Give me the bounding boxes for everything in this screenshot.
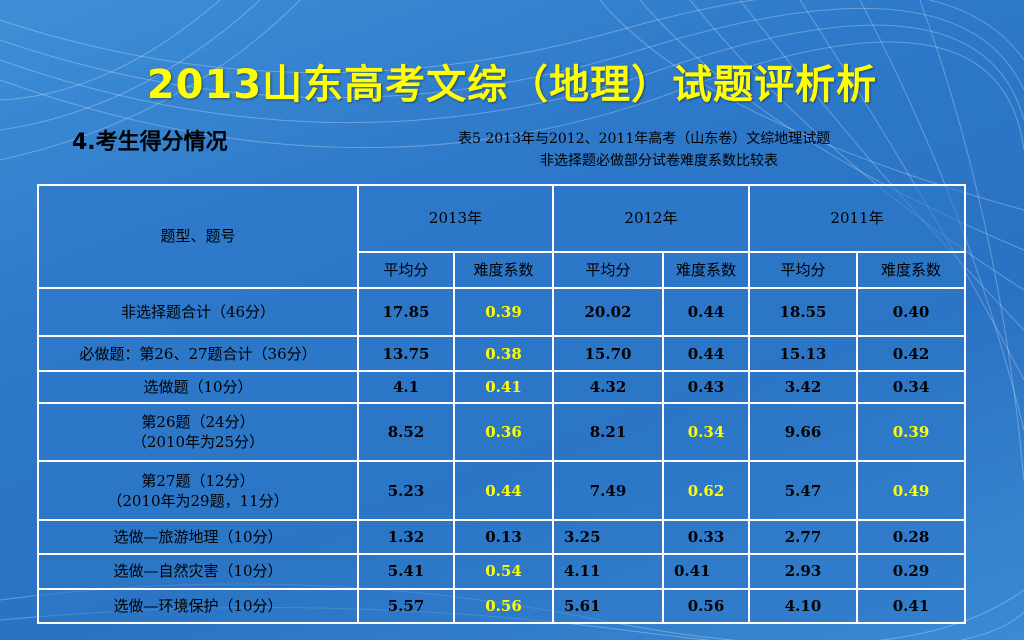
section-heading: 4.考生得分情况: [72, 130, 228, 155]
row-label-line1: 选做—环境保护（10分）: [113, 596, 283, 615]
difficulty-cell: 0.33: [662, 519, 750, 556]
avg-score-cell: 5.47: [748, 460, 858, 522]
difficulty-cell: 0.56: [453, 587, 554, 625]
avg-score-cell: 5.61: [552, 587, 664, 625]
avg-score-cell: 7.49: [552, 460, 664, 522]
avg-score-cell: 4.32: [552, 369, 664, 404]
table-row: 选做题（10分） 4.1 0.41 4.32 0.43 3.42 0.34: [37, 369, 966, 404]
difficulty-cell: 0.34: [662, 401, 750, 463]
difficulty-cell: 0.54: [453, 553, 554, 590]
difficulty-cell: 0.42: [856, 335, 966, 372]
row-label-line1: 选做—自然灾害（10分）: [113, 562, 283, 581]
avg-score-cell: 4.10: [748, 587, 858, 625]
difficulty-cell: 0.13: [453, 519, 554, 556]
avg-score-cell: 15.13: [748, 335, 858, 372]
corner-header: 题型、题号: [37, 184, 359, 289]
avg-score-cell: 5.23: [357, 460, 455, 522]
avg-score-cell: 13.75: [357, 335, 455, 372]
difficulty-cell: 0.43: [662, 369, 750, 404]
difficulty-cell: 0.56: [662, 587, 750, 625]
sub-header-avg: 平均分: [357, 250, 455, 289]
table-row: 第27题（12分） （2010年为29题，11分） 5.23 0.44 7.49 0.62…: [37, 460, 966, 522]
sub-header-row: 平均分 难度系数 平均分 难度系数 平均分 难度系数: [38, 250, 966, 289]
difficulty-cell: 0.44: [662, 335, 750, 372]
difficulty-comparison-table: 题型、题号 2013年 2012年 2011年 平均分 难度系数 平均分 难度系…: [37, 184, 966, 625]
difficulty-cell: 0.39: [453, 286, 554, 338]
caption-line-2: 非选择题必做部分试卷难度系数比较表: [540, 153, 778, 169]
year-header-2013: 2013年: [357, 184, 554, 253]
avg-score-cell: 1.32: [357, 519, 455, 556]
year-header-2011: 2011年: [748, 184, 966, 253]
difficulty-cell: 0.39: [856, 401, 966, 463]
difficulty-cell: 0.49: [856, 460, 966, 522]
row-label-line1: 选做—旅游地理（10分）: [113, 528, 283, 547]
difficulty-cell: 0.62: [662, 460, 750, 522]
avg-score-cell: 8.21: [552, 401, 664, 463]
difficulty-cell: 0.36: [453, 401, 554, 463]
row-label: 非选择题合计（46分）: [37, 286, 359, 338]
table-row: 非选择题合计（46分） 17.85 0.39 20.02 0.44 18.55 0.40: [37, 286, 966, 338]
table-row: 选做—旅游地理（10分） 1.32 0.13 3.25 0.33 2.77 0.28: [37, 519, 966, 556]
difficulty-cell: 0.38: [453, 335, 554, 372]
row-label: 第26题（24分） （2010年为25分）: [37, 401, 359, 463]
sub-header-avg: 平均分: [552, 250, 664, 289]
avg-score-cell: 18.55: [748, 286, 858, 338]
table-caption: 表5 2013年与2012、2011年高考（山东卷）文综地理试题 非选择题必做部…: [440, 128, 980, 172]
avg-score-cell: 17.85: [357, 286, 455, 338]
row-label: 选做题（10分）: [37, 369, 359, 404]
avg-score-cell: 3.42: [748, 369, 858, 404]
table-row: 选做—自然灾害（10分） 5.41 0.54 4.11 0.41 2.93 0.29: [37, 553, 966, 590]
avg-score-cell: 5.57: [357, 587, 455, 625]
row-label: 第27题（12分） （2010年为29题，11分）: [37, 460, 359, 522]
difficulty-cell: 0.41: [453, 369, 554, 404]
difficulty-cell: 0.41: [856, 587, 966, 625]
avg-score-cell: 2.93: [748, 553, 858, 590]
row-label-line1: 必做题：第26、27题合计（36分）: [79, 344, 317, 363]
table-row: 必做题：第26、27题合计（36分） 13.75 0.38 15.70 0.44 15.1…: [37, 335, 966, 372]
sub-header-difficulty: 难度系数: [662, 250, 750, 289]
difficulty-cell: 0.34: [856, 369, 966, 404]
avg-score-cell: 2.77: [748, 519, 858, 556]
difficulty-cell: 0.29: [856, 553, 966, 590]
difficulty-cell: 0.28: [856, 519, 966, 556]
avg-score-cell: 8.52: [357, 401, 455, 463]
avg-score-cell: 20.02: [552, 286, 664, 338]
avg-score-cell: 15.70: [552, 335, 664, 372]
row-label-line2: （2010年为29题，11分）: [107, 491, 289, 510]
table-row: 选做—环境保护（10分） 5.57 0.56 5.61 0.56 4.10 0.41: [37, 587, 966, 625]
difficulty-cell: 0.41: [662, 553, 750, 590]
sub-header-avg: 平均分: [748, 250, 858, 289]
row-label-line1: 第26题（24分）: [141, 413, 255, 432]
row-label-line1: 选做题（10分）: [143, 377, 253, 396]
avg-score-cell: 5.41: [357, 553, 455, 590]
row-label: 必做题：第26、27题合计（36分）: [37, 335, 359, 372]
row-label: 选做—环境保护（10分）: [37, 587, 359, 625]
row-label-line2: （2010年为25分）: [131, 433, 265, 452]
difficulty-cell: 0.40: [856, 286, 966, 338]
sub-header-difficulty: 难度系数: [453, 250, 554, 289]
row-label-line1: 第27题（12分）: [141, 471, 255, 490]
caption-line-1: 表5 2013年与2012、2011年高考（山东卷）文综地理试题: [458, 131, 831, 147]
table-row: 第26题（24分） （2010年为25分） 8.52 0.36 8.21 0.34 9.66…: [37, 401, 966, 463]
row-label-line1: 非选择题合计（46分）: [120, 303, 276, 322]
difficulty-cell: 0.44: [453, 460, 554, 522]
avg-score-cell: 4.11: [552, 553, 664, 590]
sub-header-difficulty: 难度系数: [856, 250, 966, 289]
avg-score-cell: 9.66: [748, 401, 858, 463]
year-header-row: 题型、题号 2013年 2012年 2011年: [37, 184, 966, 289]
year-header-2012: 2012年: [552, 184, 750, 253]
difficulty-cell: 0.44: [662, 286, 750, 338]
avg-score-cell: 4.1: [357, 369, 455, 404]
row-label: 选做—旅游地理（10分）: [37, 519, 359, 556]
row-label: 选做—自然灾害（10分）: [37, 553, 359, 590]
avg-score-cell: 3.25: [552, 519, 664, 556]
slide-title: 2013山东高考文综（地理）试题评析析: [146, 62, 878, 108]
